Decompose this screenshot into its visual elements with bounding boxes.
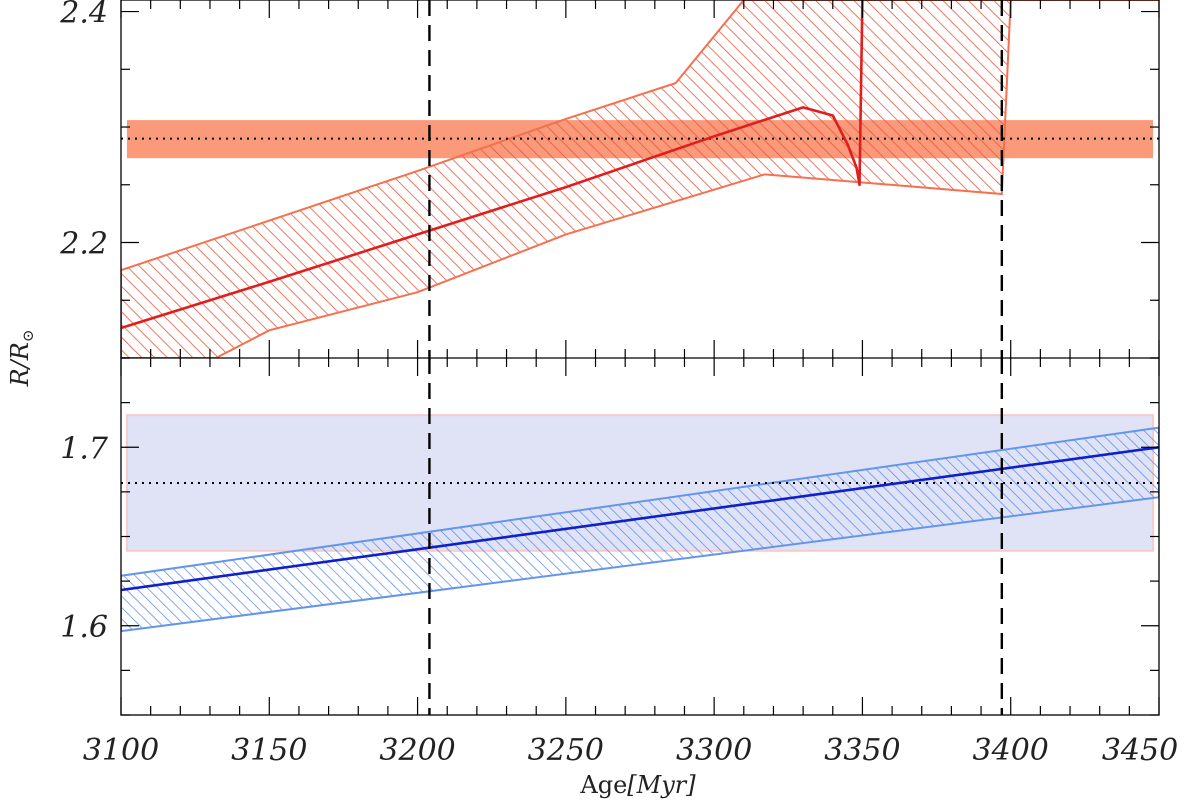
bottom-model-uncertainty-band (121, 426, 1159, 633)
top-model-uncertainty-band (121, 0, 1159, 358)
y-axis-title: R/R⊙ (6, 330, 37, 388)
top-panel (121, 0, 1159, 358)
bottom-model-radius-line (121, 446, 1159, 592)
x-tick-label: 3250 (528, 733, 604, 768)
bottom-panel (121, 414, 1159, 633)
x-tick-label: 3300 (676, 733, 752, 768)
x-tick-label: 3450 (1102, 733, 1178, 768)
x-tick-label: 3350 (824, 733, 900, 768)
x-axis-title-main: Age (579, 771, 627, 799)
y-axis-title-group: R/R⊙ (6, 330, 37, 388)
y-axis-title-sub: ⊙ (19, 330, 37, 343)
y-tick-labels: 2.2 2.4 1.6 1.7 (59, 0, 109, 645)
x-axis-title-unit: [Myr] (627, 771, 696, 799)
y-tick-label: 2.2 (59, 227, 108, 262)
top-model-radius-line (121, 0, 864, 330)
x-tick-label: 3200 (379, 733, 455, 768)
x-tick-label: 3400 (973, 733, 1049, 768)
x-tick-label: 3150 (231, 733, 307, 768)
x-tick-label: 3100 (83, 733, 159, 768)
y-axis-title-main: R/R (6, 342, 34, 387)
age-bound-lines (428, 0, 1004, 715)
y-tick-label: 2.4 (59, 0, 108, 31)
x-axis-title: Age[Myr] (579, 771, 696, 799)
panel-frames (120, 0, 1160, 716)
x-tick-labels: 3100 3150 3200 3250 3300 3350 3400 3450 (83, 733, 1178, 768)
y-tick-label: 1.7 (60, 431, 109, 466)
y-tick-label: 1.6 (60, 610, 108, 645)
